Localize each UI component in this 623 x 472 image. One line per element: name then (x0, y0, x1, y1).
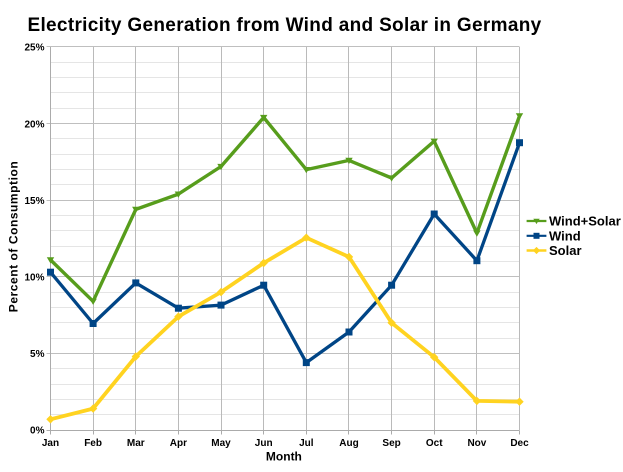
svg-text:May: May (211, 438, 231, 449)
svg-text:Percent of Consumption: Percent of Consumption (7, 161, 21, 312)
svg-text:Electricity Generation from Wi: Electricity Generation from Wind and Sol… (27, 15, 541, 36)
svg-text:0%: 0% (30, 426, 45, 437)
svg-text:Sep: Sep (382, 438, 400, 449)
svg-text:Feb: Feb (84, 438, 102, 449)
svg-text:20%: 20% (24, 119, 44, 130)
svg-text:10%: 10% (24, 273, 44, 284)
svg-text:Wind+Solar: Wind+Solar (549, 214, 621, 229)
svg-text:15%: 15% (24, 196, 44, 207)
svg-text:Solar: Solar (549, 243, 582, 258)
svg-text:25%: 25% (24, 43, 44, 54)
svg-text:Jul: Jul (299, 438, 314, 449)
svg-text:Oct: Oct (426, 438, 443, 449)
svg-text:Month: Month (266, 450, 302, 464)
svg-text:Mar: Mar (127, 438, 145, 449)
svg-text:Nov: Nov (467, 438, 486, 449)
svg-text:5%: 5% (30, 349, 45, 360)
svg-text:Jun: Jun (255, 438, 273, 449)
svg-text:Aug: Aug (339, 438, 358, 449)
svg-text:Dec: Dec (510, 438, 529, 449)
svg-text:Apr: Apr (170, 438, 187, 449)
svg-text:Jan: Jan (42, 438, 59, 449)
svg-text:Wind: Wind (549, 229, 581, 244)
